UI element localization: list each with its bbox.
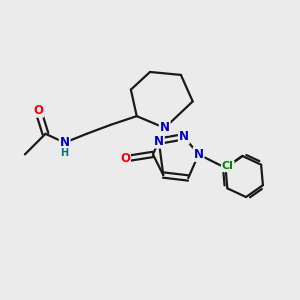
Text: N: N [60, 136, 70, 149]
Text: N: N [154, 135, 164, 148]
Text: O: O [120, 152, 130, 165]
Text: H: H [61, 148, 69, 158]
Text: N: N [160, 122, 170, 134]
Text: N: N [179, 130, 189, 143]
Text: Cl: Cl [222, 161, 234, 171]
Text: N: N [194, 148, 204, 161]
Text: O: O [33, 104, 43, 117]
